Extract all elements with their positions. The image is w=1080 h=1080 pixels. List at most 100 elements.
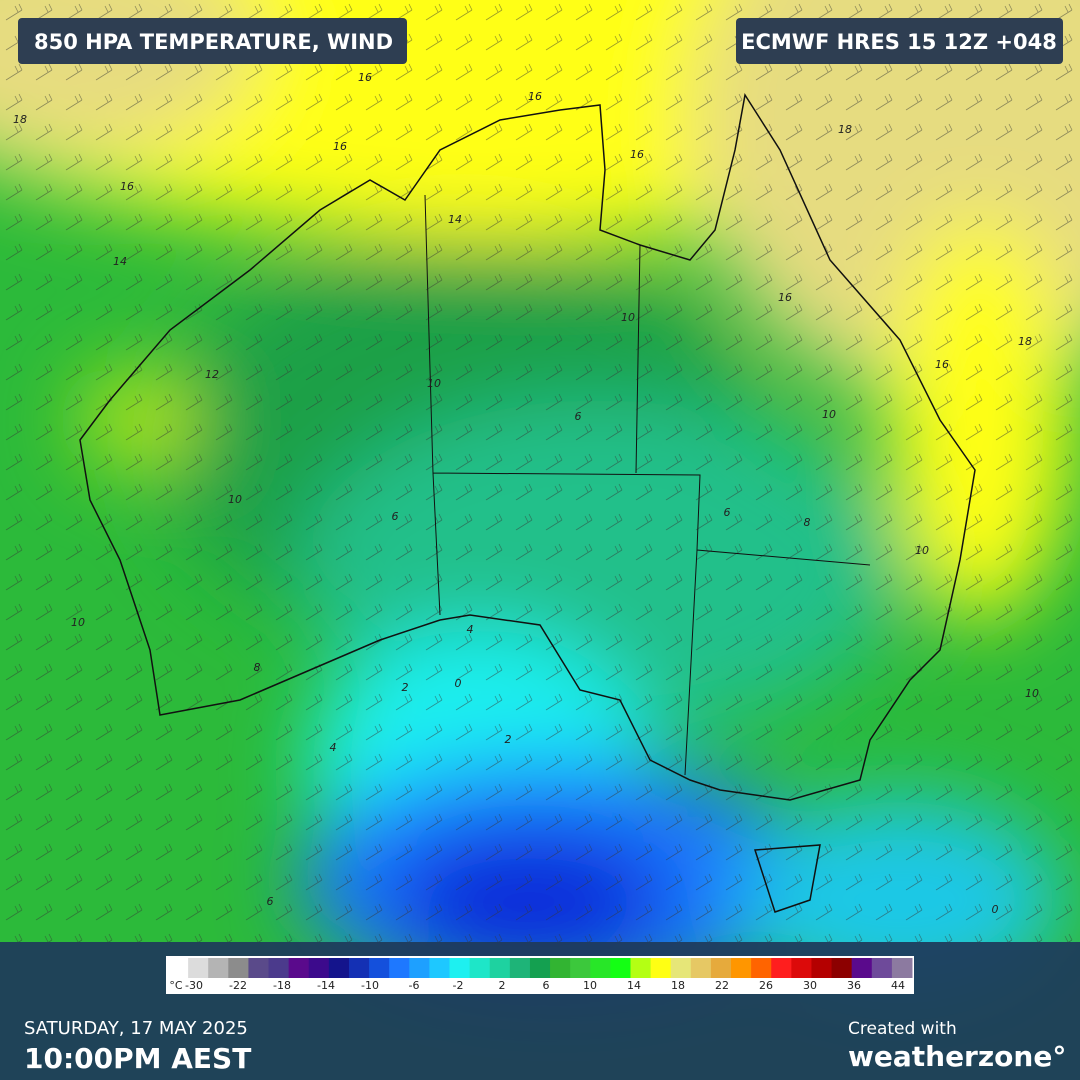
- legend-swatch: [469, 958, 491, 978]
- contour-label: 16: [358, 71, 372, 84]
- legend-swatch: [429, 958, 451, 978]
- legend-swatch: [710, 958, 732, 978]
- legend-swatch: [188, 958, 209, 978]
- contour-label: 8: [254, 661, 261, 674]
- legend-tick-label: -18: [273, 979, 291, 992]
- legend-swatch: [409, 958, 430, 978]
- legend-swatch: [590, 958, 611, 978]
- legend-swatch: [489, 958, 511, 978]
- legend-swatch: [891, 958, 913, 978]
- title-badge: 850 HPA TEMPERATURE, WIND: [18, 18, 407, 64]
- contour-label: 8: [804, 516, 811, 529]
- legend-tick-label: 44: [891, 979, 905, 992]
- contour-label: 10: [621, 311, 635, 324]
- legend-unit: °C: [169, 979, 183, 992]
- legend-swatch: [208, 958, 229, 978]
- date: SATURDAY, 17 MAY 2025: [24, 1018, 248, 1039]
- legend-swatch: [851, 958, 873, 978]
- contour-label: 10: [71, 616, 85, 629]
- legend-tick-label: 30: [803, 979, 817, 992]
- legend-swatch: [529, 958, 551, 978]
- contour-labels: 16 16 16 16 16 18 18 16 16 18 14 14 10 10 12 10 10 6 6 6 8 10…: [13, 71, 1039, 916]
- time: 10:00PM AEST: [24, 1042, 251, 1075]
- legend-swatch: [690, 958, 712, 978]
- contour-label: 6: [392, 510, 399, 523]
- model-badge: ECMWF HRES 15 12Z +048: [736, 18, 1063, 64]
- legend-swatch: [791, 958, 812, 978]
- contour-label: 18: [838, 123, 852, 136]
- contour-label: 4: [330, 741, 337, 754]
- legend-tick-label: 2: [499, 979, 506, 992]
- legend-tick-label: 14: [627, 979, 641, 992]
- contour-label: 10: [822, 408, 836, 421]
- legend-swatch: [871, 958, 893, 978]
- legend-swatch: [168, 958, 189, 978]
- contour-label: 12: [205, 368, 219, 381]
- contour-label: 6: [724, 506, 731, 519]
- legend-swatch: [670, 958, 692, 978]
- legend-tick-label: 36: [847, 979, 861, 992]
- legend-tick-label: 10: [583, 979, 597, 992]
- legend-swatch: [308, 958, 330, 978]
- contour-label: 0: [455, 677, 462, 690]
- legend-tick-label: 6: [543, 979, 550, 992]
- contour-label: 2: [402, 681, 409, 694]
- legend-tick-label: -10: [361, 979, 379, 992]
- contour-label: 16: [528, 90, 542, 103]
- legend-swatch: [771, 958, 792, 978]
- legend-swatch: [811, 958, 833, 978]
- legend-tick-label: -6: [409, 979, 420, 992]
- contour-label: 10: [1025, 687, 1039, 700]
- legend-swatch: [369, 958, 390, 978]
- legend-swatch: [248, 958, 270, 978]
- legend-swatch: [449, 958, 471, 978]
- contour-label: 18: [13, 113, 27, 126]
- legend-tick-label: -14: [317, 979, 335, 992]
- legend-swatch: [630, 958, 652, 978]
- contour-label: 14: [448, 213, 462, 226]
- brand: weatherzone°: [848, 1040, 1066, 1073]
- legend-tick-label: 22: [715, 979, 729, 992]
- contour-label: 16: [778, 291, 792, 304]
- legend-swatch: [731, 958, 752, 978]
- legend-swatch: [650, 958, 672, 978]
- legend-swatch: [751, 958, 772, 978]
- contour-label: 2: [505, 733, 512, 746]
- legend-swatch: [389, 958, 410, 978]
- contour-label: 10: [228, 493, 242, 506]
- legend-swatch: [328, 958, 350, 978]
- contour-label: 18: [1018, 335, 1032, 348]
- map-title: 850 HPA TEMPERATURE, WIND: [34, 30, 393, 54]
- contour-label: 16: [333, 140, 347, 153]
- legend-swatch: [610, 958, 631, 978]
- legend-swatch: [550, 958, 571, 978]
- legend-swatch: [228, 958, 249, 978]
- contour-label: 6: [575, 410, 582, 423]
- legend-swatch: [570, 958, 591, 978]
- coastline: [79, 92, 976, 913]
- contour-label: 16: [120, 180, 134, 193]
- legend-tick-label: -2: [453, 979, 464, 992]
- contour-label: 16: [935, 358, 949, 371]
- contour-label: 10: [427, 377, 441, 390]
- legend-swatch: [268, 958, 290, 978]
- legend-swatch: [831, 958, 853, 978]
- model-run: ECMWF HRES 15 12Z +048: [741, 30, 1057, 54]
- legend-swatch: [348, 958, 370, 978]
- legend-swatch: [288, 958, 310, 978]
- legend-tick-label: -22: [229, 979, 247, 992]
- contour-label: 10: [915, 544, 929, 557]
- contour-label: 4: [467, 623, 474, 636]
- legend-tick-label: 26: [759, 979, 773, 992]
- legend-tick-label: 18: [671, 979, 685, 992]
- contour-label: 6: [267, 895, 274, 908]
- contour-label: 0: [992, 903, 999, 916]
- legend: °C -30 -22 -18 -14 -10 -6 -2 2 6 10 14 18 22 26 30 36 44: [168, 958, 913, 992]
- legend-tick-label: -30: [185, 979, 203, 992]
- contour-label: 14: [113, 255, 127, 268]
- contour-label: 16: [630, 148, 644, 161]
- credit: Created with: [848, 1019, 957, 1039]
- legend-swatch: [509, 958, 531, 978]
